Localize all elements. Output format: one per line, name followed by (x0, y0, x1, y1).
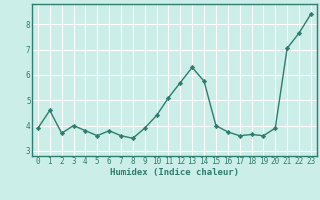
X-axis label: Humidex (Indice chaleur): Humidex (Indice chaleur) (110, 168, 239, 177)
